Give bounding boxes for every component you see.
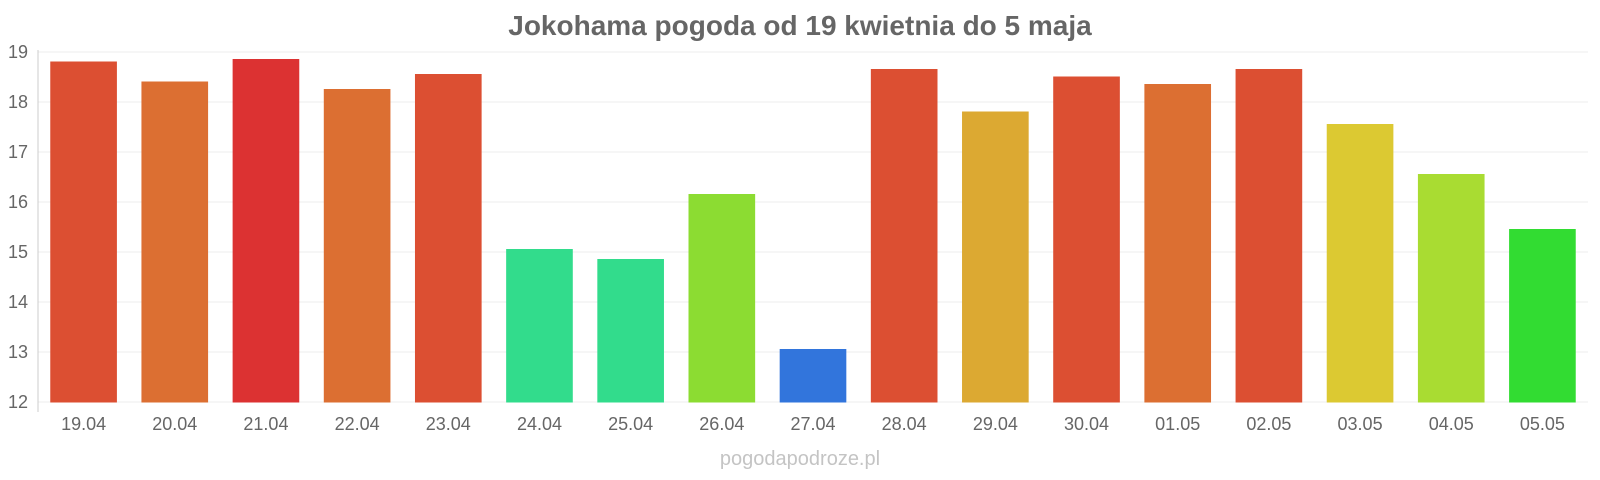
y-tick-label: 19 (8, 42, 28, 62)
bar (323, 89, 391, 403)
x-tick-label: 27.04 (790, 414, 835, 434)
y-tick-label: 15 (8, 242, 28, 262)
y-tick-label: 12 (8, 392, 28, 412)
bar (870, 69, 938, 403)
bar (962, 111, 1029, 403)
x-tick-label: 02.05 (1246, 414, 1291, 434)
x-tick-label: 05.05 (1520, 414, 1565, 434)
x-tick-label: 01.05 (1155, 414, 1200, 434)
bar (50, 61, 117, 403)
x-tick-label: 22.04 (335, 414, 380, 434)
bar (506, 249, 573, 403)
bar (1326, 124, 1394, 403)
bar (688, 194, 756, 403)
y-tick-label: 17 (8, 142, 28, 162)
x-tick-label: 23.04 (426, 414, 471, 434)
bar (141, 81, 209, 403)
bar (1417, 174, 1485, 403)
x-tick-label: 28.04 (882, 414, 927, 434)
x-tick-label: 26.04 (699, 414, 744, 434)
watermark: pogodapodroze.pl (719, 448, 881, 470)
bar (597, 259, 664, 403)
bar (779, 349, 847, 403)
x-tick-label: 21.04 (243, 414, 288, 434)
y-tick-label: 14 (8, 292, 28, 312)
bar (1235, 69, 1303, 403)
x-tick-label: 29.04 (973, 414, 1018, 434)
y-tick-label: 16 (8, 192, 28, 212)
x-tick-label: 24.04 (517, 414, 562, 434)
x-tick-label: 25.04 (608, 414, 653, 434)
bar (414, 74, 482, 403)
y-tick-label: 13 (8, 342, 28, 362)
x-tick-label: 20.04 (152, 414, 197, 434)
x-tick-label: 03.05 (1338, 414, 1383, 434)
x-tick-label: 19.04 (61, 414, 106, 434)
bar (1053, 76, 1120, 403)
bar (1509, 229, 1576, 403)
y-tick-label: 18 (8, 92, 28, 112)
x-tick-label: 30.04 (1064, 414, 1109, 434)
x-tick-label: 04.05 (1429, 414, 1474, 434)
bar (1144, 84, 1212, 403)
bar (232, 59, 300, 403)
chart-title: Jokohama pogoda od 19 kwietnia do 5 maja (508, 10, 1092, 41)
